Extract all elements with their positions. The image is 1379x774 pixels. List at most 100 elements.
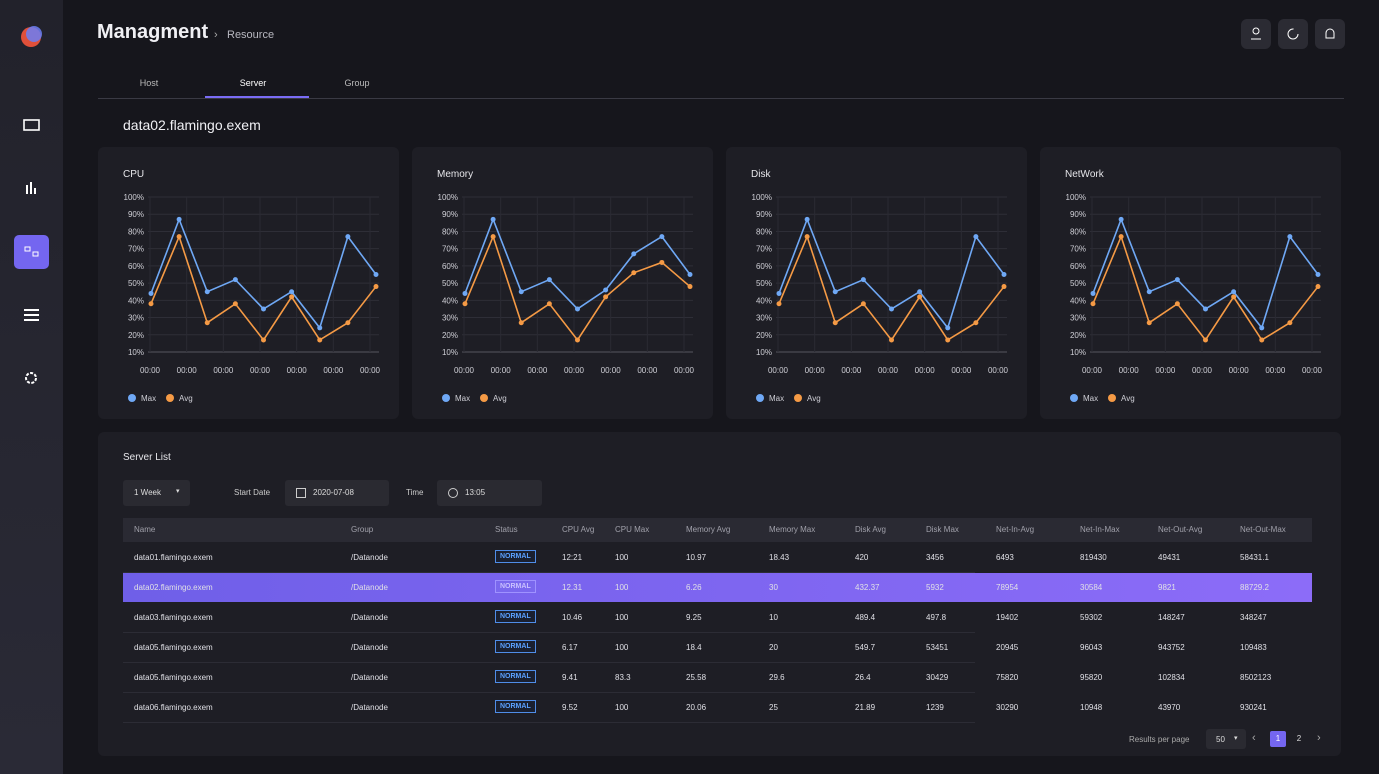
next-page[interactable]: › [1317, 732, 1321, 744]
period-select[interactable]: 1 Week ▾ [123, 480, 190, 506]
status-badge: NORMAL [495, 610, 536, 623]
table-cell: /Datanode [351, 703, 388, 712]
x-tick-label: 00:00 [637, 366, 658, 375]
refresh-button[interactable] [1278, 19, 1308, 49]
table-cell: 43970 [1158, 703, 1181, 712]
y-tick-label: 40% [1070, 296, 1086, 305]
y-tick-label: 10% [756, 348, 772, 357]
y-tick-label: 30% [442, 314, 458, 323]
monitor-icon[interactable] [23, 119, 40, 131]
time-input[interactable]: 13:05 [437, 480, 542, 506]
table-row[interactable] [123, 633, 975, 663]
data-point [518, 289, 524, 295]
data-point [546, 277, 552, 283]
data-point [148, 301, 154, 307]
chart-card: NetWork 10% 20% 30% 40% 50% 60% 70% 80% 90% 100% 00… [1040, 147, 1341, 419]
x-tick-label: 00:00 [1119, 366, 1140, 375]
y-tick-label: 40% [756, 296, 772, 305]
table-cell: 20.06 [686, 703, 707, 712]
tab[interactable]: Group [344, 78, 370, 88]
data-point [631, 270, 637, 276]
table-cell: 96043 [1080, 643, 1103, 652]
user-icon [1251, 27, 1261, 40]
x-tick-label: 00:00 [674, 366, 695, 375]
series-line [778, 217, 1005, 330]
data-point [373, 272, 379, 277]
data-point [204, 289, 210, 295]
table-cell: 20945 [996, 643, 1019, 652]
table-row[interactable] [123, 663, 975, 693]
notification-button[interactable] [1315, 19, 1345, 49]
resource-icon [24, 246, 31, 252]
data-point [148, 290, 154, 296]
prev-page[interactable]: ‹ [1252, 732, 1256, 744]
y-tick-label: 30% [1070, 314, 1086, 323]
table-cell: 8502123 [1240, 673, 1272, 682]
data-point [204, 320, 210, 326]
legend-swatch [480, 394, 488, 402]
y-tick-label: 10% [442, 348, 458, 357]
data-point [176, 234, 182, 240]
y-tick-label: 90% [1070, 210, 1086, 219]
data-point [889, 337, 894, 343]
chart-title: Disk [751, 169, 771, 180]
date-input[interactable]: 2020-07-08 [285, 480, 389, 506]
y-tick-label: 70% [756, 245, 772, 254]
data-point [973, 320, 979, 326]
y-tick-label: 70% [442, 245, 458, 254]
sidebar-icons [14, 26, 49, 384]
table-cell: /Datanode [351, 583, 388, 592]
list-icon[interactable] [24, 309, 39, 311]
x-tick-label: 00:00 [1302, 366, 1323, 375]
y-tick-label: 50% [1070, 279, 1086, 288]
page-button[interactable]: 2 [1296, 734, 1302, 743]
page-button[interactable]: 1 [1270, 731, 1286, 747]
legend-label: Avg [1121, 394, 1135, 403]
x-tick-label: 00:00 [1229, 366, 1250, 375]
y-tick-label: 30% [128, 314, 144, 323]
table-cell: 3456 [926, 553, 944, 562]
panel-title: Server List [123, 452, 171, 463]
x-tick-label: 00:00 [564, 366, 585, 375]
data-point [860, 301, 866, 307]
tab[interactable]: Server [239, 78, 267, 88]
settings-icon[interactable] [25, 372, 37, 384]
column-header: Net-Out-Max [1240, 525, 1286, 534]
data-point [1315, 272, 1321, 277]
x-tick-label: 00:00 [915, 366, 936, 375]
data-point [687, 272, 693, 277]
per-page-select[interactable]: 50 ▾ [1206, 729, 1246, 749]
data-point [490, 216, 496, 222]
data-point [1174, 301, 1180, 307]
list-icon-row [24, 319, 39, 321]
table-row[interactable] [123, 603, 975, 633]
y-tick-label: 80% [1070, 227, 1086, 236]
table-cell: 75820 [996, 673, 1019, 682]
table-row[interactable] [123, 693, 975, 723]
table-cell: 6493 [996, 553, 1014, 562]
line-chart: Disk 10% 20% 30% 40% 50% 60% 70% 80% 90% 100% 00:00… [751, 169, 1009, 403]
y-tick-label: 50% [128, 279, 144, 288]
resource-icon-active[interactable] [14, 235, 49, 269]
legend-swatch [1108, 394, 1116, 402]
x-tick-label: 00:00 [1265, 366, 1286, 375]
tab[interactable]: Host [139, 78, 159, 88]
data-point [889, 306, 894, 312]
data-point [832, 289, 838, 295]
x-tick-label: 00:00 [213, 366, 234, 375]
tab-indicator [205, 96, 309, 98]
refresh-icon [1287, 28, 1299, 40]
chart-card: Memory 10% 20% 30% 40% 50% 60% 70% 80% 90% 100% 00:… [412, 147, 713, 419]
series-line [150, 217, 377, 330]
table-cell: 20 [769, 643, 778, 652]
x-tick-label: 00:00 [454, 366, 475, 375]
table-row[interactable] [123, 573, 1312, 602]
data-point [575, 306, 580, 312]
user-button[interactable] [1241, 19, 1271, 49]
data-point [289, 289, 295, 295]
resource-icon [32, 251, 39, 257]
table-cell: /Datanode [351, 613, 388, 622]
x-tick-label: 00:00 [360, 366, 381, 375]
table-row[interactable] [123, 543, 975, 573]
chart-icon[interactable] [26, 185, 28, 194]
